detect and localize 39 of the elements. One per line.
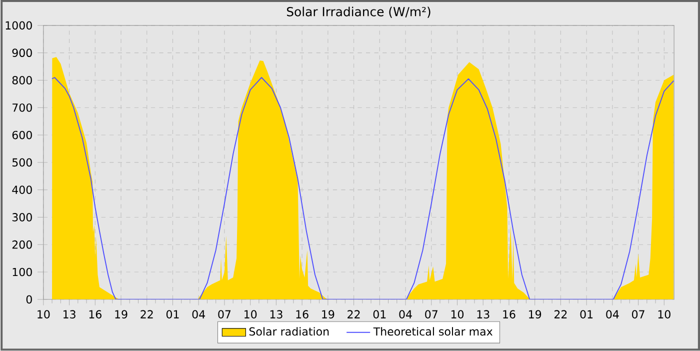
y-tick-label: 1000 — [6, 21, 32, 30]
x-tick-label: 10 — [658, 310, 670, 319]
y-tick-label: 600 — [12, 130, 32, 140]
y-tick-label: 100 — [12, 268, 32, 276]
x-tick-label: 13 — [477, 310, 490, 319]
x-tick-label: 22 — [554, 310, 567, 318]
x-tick-label: 19 — [529, 310, 542, 319]
y-tick-label: 800 — [12, 76, 32, 85]
x-tick-label: 07 — [632, 310, 644, 319]
x-tick-label: 04 — [606, 310, 619, 319]
y-tick-label: 0 — [26, 295, 32, 304]
y-tick-label: 200 — [12, 240, 32, 249]
x-tick-label: 19 — [322, 310, 334, 319]
x-tick-label: 13 — [270, 310, 282, 319]
x-tick-label: 04 — [192, 310, 205, 319]
x-tick-label: 22 — [140, 310, 153, 318]
x-tick-label: 16 — [503, 310, 516, 319]
x-tick-label: 22 — [348, 310, 360, 318]
x-tick-label: 16 — [89, 310, 102, 319]
x-tick-label: 10 — [244, 310, 257, 319]
x-tick-label: 01 — [373, 310, 386, 319]
legend-label: Theoretical solar max — [373, 327, 492, 336]
y-tick-label: 500 — [12, 158, 32, 167]
x-tick-label: 01 — [580, 310, 593, 319]
x-tick-label: 10 — [38, 310, 50, 319]
y-tick-label: 400 — [12, 186, 32, 194]
x-tick-label: 07 — [425, 310, 438, 319]
x-tick-label: 10 — [451, 310, 464, 319]
chart-title: Solar Irradiance (W/m²) — [286, 6, 430, 18]
x-tick-label: 19 — [115, 310, 128, 319]
x-tick-label: 07 — [218, 310, 231, 319]
x-tick-label: 16 — [296, 310, 308, 319]
y-tick-label: 900 — [12, 48, 32, 58]
y-tick-label: 300 — [12, 213, 32, 222]
x-tick-label: 13 — [63, 310, 76, 319]
x-tick-label: 04 — [399, 310, 412, 319]
x-tick-label: 01 — [166, 310, 179, 319]
y-tick-label: 700 — [12, 104, 32, 112]
legend-label: Solar radiation — [249, 327, 329, 336]
